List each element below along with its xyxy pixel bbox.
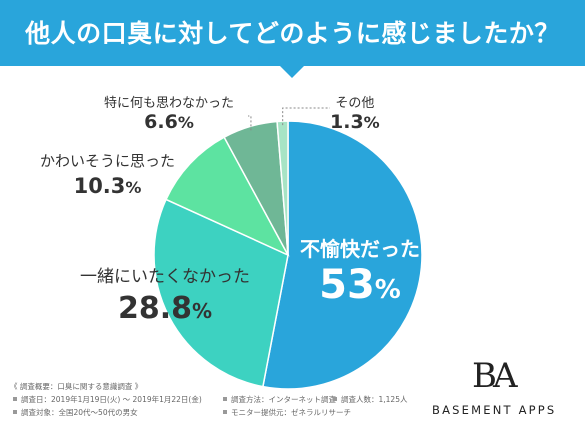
slice-percentage: 10.3% [73, 174, 142, 198]
chart-title: 他人の口臭に対してどのように感じましたか？ [25, 19, 560, 48]
slice-category-label: その他 [335, 96, 375, 111]
slice-percentage: 6.6% [144, 111, 194, 133]
survey-respondents: 調査人数：1,125人 [330, 395, 407, 404]
survey-heading: 《 調査概要：口臭に関する意識調査 》 [10, 382, 143, 391]
slice-label-felt-sorry: かわいそうに思った 10.3% [40, 150, 175, 198]
slice-percentage: 28.8% [117, 291, 213, 326]
banner-background [0, 0, 585, 78]
slice-label-felt-nothing: 特に何も思わなかった 6.6% [104, 92, 234, 133]
survey-target: 調査対象：全国20代～50代の男女 [10, 406, 220, 419]
leader-line [282, 107, 330, 126]
bullet-icon [223, 397, 227, 401]
survey-provider: モニター提供元：ゼネラルリサーチ [220, 408, 351, 417]
slice-label-other: その他 1.3% [330, 92, 380, 133]
slice-category-label: 一緒にいたくなかった [80, 267, 250, 287]
logo-text: BASEMENT APPS [432, 403, 557, 417]
slice-label-did-not-want-to-be-together: 一緒にいたくなかった 28.8% [80, 262, 250, 326]
slice-category-label: 不愉快だった [300, 237, 420, 261]
bullet-icon [13, 397, 17, 401]
slice-category-label: 特に何も思わなかった [104, 96, 235, 111]
title-banner: 他人の口臭に対してどのように感じましたか？ [0, 0, 585, 84]
basement-apps-logo: BA BASEMENT APPS [432, 356, 567, 426]
bullet-icon [13, 410, 17, 414]
pie-slice-did-not-want-to-be-together [153, 198, 289, 388]
pie-slice-felt-sorry [165, 136, 290, 257]
logo-mark: BA [472, 356, 518, 396]
survey-period: 調査日：2019年1月19日(火) ～ 2019年1月22日(金) [10, 393, 220, 406]
pie-slice-other [276, 120, 289, 256]
pie-slice-unpleasant [262, 120, 423, 390]
slice-label-unpleasant: 不愉快だった 53% [300, 233, 420, 308]
leader-line [248, 115, 252, 131]
survey-method: 調査方法：インターネット調査 [220, 393, 336, 406]
slice-percentage: 1.3% [330, 111, 380, 133]
bullet-icon [223, 410, 227, 414]
slice-category-label: かわいそうに思った [40, 152, 176, 170]
bullet-icon [333, 397, 337, 401]
slice-percentage: 53% [319, 262, 401, 308]
survey-summary: 《 調査概要：口臭に関する意識調査 》 調査日：2019年1月19日(火) ～ … [10, 380, 410, 419]
